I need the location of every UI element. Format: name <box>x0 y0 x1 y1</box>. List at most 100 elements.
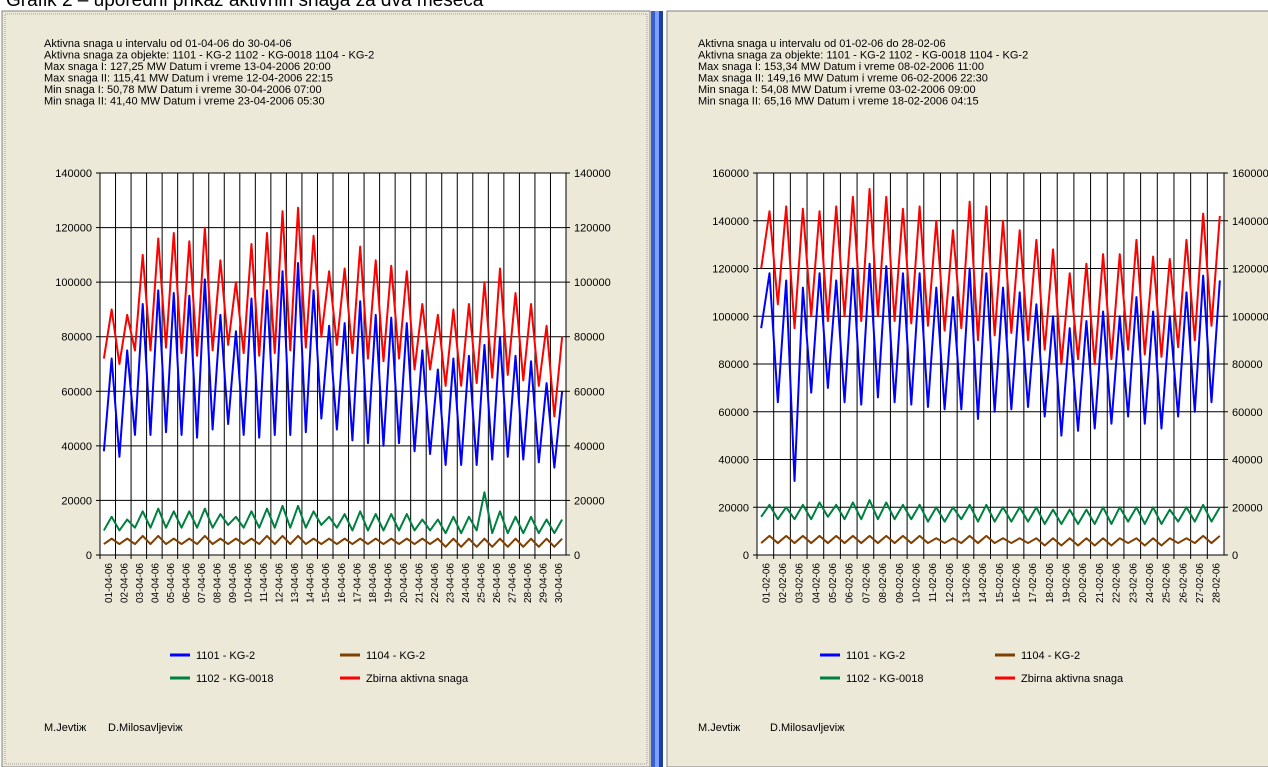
panel-border <box>4 13 648 765</box>
x-tick-label: 13-02-06 <box>961 563 972 603</box>
y-tick-label: 60000 <box>61 386 92 398</box>
y2-tick-label: 120000 <box>1232 264 1268 276</box>
y-tick-label: 40000 <box>718 455 749 467</box>
credit: D.Milosavljeviж <box>108 722 183 734</box>
y2-tick-label: 20000 <box>574 495 605 507</box>
x-tick-label: 02-04-06 <box>119 563 130 603</box>
x-tick-label: 07-02-06 <box>861 563 872 603</box>
series-line <box>760 187 1221 365</box>
y2-tick-label: 60000 <box>1232 407 1263 419</box>
y-tick-label: 100000 <box>712 311 749 323</box>
annotation: Max snaga I: 153,34 MW Datum i vreme 08-… <box>698 61 984 73</box>
annotation: Min snaga I: 54,08 MW Datum i vreme 03-0… <box>698 84 976 96</box>
y-tick-label: 140000 <box>712 216 749 228</box>
y2-tick-label: 0 <box>1232 550 1238 562</box>
x-tick-label: 19-02-06 <box>1062 563 1073 603</box>
x-tick-label: 02-02-06 <box>778 563 789 603</box>
x-tick-label: 08-04-06 <box>213 563 224 603</box>
y-tick-label: 20000 <box>61 495 92 507</box>
x-tick-label: 06-04-06 <box>181 563 192 603</box>
y-tick-label: 60000 <box>718 407 749 419</box>
x-tick-label: 21-02-06 <box>1095 563 1106 603</box>
splitter <box>659 11 663 767</box>
y-tick-label: 160000 <box>712 168 749 180</box>
credit: M.Jevtiж <box>44 722 87 734</box>
y2-tick-label: 0 <box>574 550 580 562</box>
x-tick-label: 17-02-06 <box>1028 563 1039 603</box>
series-line <box>102 262 564 469</box>
y2-tick-label: 40000 <box>574 441 605 453</box>
x-tick-label: 27-02-06 <box>1195 563 1206 603</box>
y-tick-label: 120000 <box>712 264 749 276</box>
x-tick-label: 04-04-06 <box>150 563 161 603</box>
x-tick-label: 08-02-06 <box>878 563 889 603</box>
x-tick-label: 21-04-06 <box>414 563 425 603</box>
legend-label: Zbirna aktivna snaga <box>366 673 469 685</box>
x-tick-label: 15-02-06 <box>995 563 1006 603</box>
y2-tick-label: 100000 <box>574 277 611 289</box>
x-tick-label: 26-04-06 <box>492 563 503 603</box>
series-line <box>760 262 1221 482</box>
annotation: Max snaga II: 115,41 MW Datum i vreme 12… <box>44 73 333 85</box>
legend-label: 1102 - KG-0018 <box>846 673 923 685</box>
x-tick-label: 01-04-06 <box>104 563 115 603</box>
y2-tick-label: 140000 <box>1232 216 1268 228</box>
x-tick-label: 26-02-06 <box>1178 563 1189 603</box>
y-tick-label: 100000 <box>55 277 92 289</box>
x-tick-label: 14-02-06 <box>978 563 989 603</box>
annotation: Max snaga I: 127,25 MW Datum i vreme 13-… <box>44 61 331 73</box>
x-tick-label: 09-02-06 <box>895 563 906 603</box>
x-tick-label: 15-04-06 <box>321 563 332 603</box>
x-tick-label: 11-02-06 <box>928 563 939 603</box>
x-tick-label: 17-04-06 <box>352 563 363 603</box>
x-tick-label: 06-02-06 <box>845 563 856 603</box>
x-tick-label: 24-02-06 <box>1145 563 1156 603</box>
annotation: Max snaga II: 149,16 MW Datum i vreme 06… <box>698 73 988 85</box>
x-tick-label: 05-04-06 <box>166 563 177 603</box>
legend-label: 1101 - KG-2 <box>846 650 905 662</box>
x-tick-label: 01-02-06 <box>761 563 772 603</box>
credit: M.Jevtiж <box>698 722 741 734</box>
annotation: Min snaga I: 50,78 MW Datum i vreme 30-0… <box>44 84 322 96</box>
y2-tick-label: 100000 <box>1232 311 1268 323</box>
x-tick-label: 18-04-06 <box>368 563 379 603</box>
y2-tick-label: 140000 <box>574 168 611 180</box>
series-line <box>760 499 1221 525</box>
x-tick-label: 22-02-06 <box>1112 563 1123 603</box>
splitter <box>655 11 659 767</box>
y-tick-label: 140000 <box>55 168 92 180</box>
x-tick-label: 22-04-06 <box>430 563 441 603</box>
y-tick-label: 120000 <box>55 223 92 235</box>
x-tick-label: 05-02-06 <box>828 563 839 603</box>
x-tick-label: 20-04-06 <box>399 563 410 603</box>
y2-tick-label: 80000 <box>574 332 605 344</box>
x-tick-label: 12-02-06 <box>945 563 956 603</box>
x-tick-label: 19-04-06 <box>383 563 394 603</box>
y-tick-label: 20000 <box>718 502 749 514</box>
chart: Aktivna snaga u intervalu od 01-04-06 do… <box>44 38 611 734</box>
y2-tick-label: 60000 <box>574 386 605 398</box>
credit: D.Milosavljeviж <box>770 722 845 734</box>
x-tick-label: 13-04-06 <box>290 563 301 603</box>
legend-label: 1104 - KG-2 <box>366 650 425 662</box>
x-tick-label: 09-04-06 <box>228 563 239 603</box>
x-tick-label: 10-02-06 <box>911 563 922 603</box>
legend-label: Zbirna aktivna snaga <box>1021 673 1124 685</box>
x-tick-label: 25-04-06 <box>477 563 488 603</box>
x-tick-label: 14-04-06 <box>306 563 317 603</box>
annotation: Aktivna snaga za objekte: 1101 - KG-2 11… <box>44 50 374 62</box>
x-tick-label: 29-04-06 <box>539 563 550 603</box>
x-tick-label: 24-04-06 <box>461 563 472 603</box>
y2-tick-label: 20000 <box>1232 502 1263 514</box>
x-tick-label: 16-04-06 <box>337 563 348 603</box>
y2-tick-label: 160000 <box>1232 168 1268 180</box>
x-tick-label: 28-04-06 <box>523 563 534 603</box>
legend-label: 1102 - KG-0018 <box>196 673 273 685</box>
x-tick-label: 10-04-06 <box>244 563 255 603</box>
y-tick-label: 80000 <box>61 332 92 344</box>
y2-tick-label: 120000 <box>574 223 611 235</box>
x-tick-label: 12-04-06 <box>275 563 286 603</box>
annotation: Min snaga II: 65,16 MW Datum i vreme 18-… <box>698 96 979 108</box>
